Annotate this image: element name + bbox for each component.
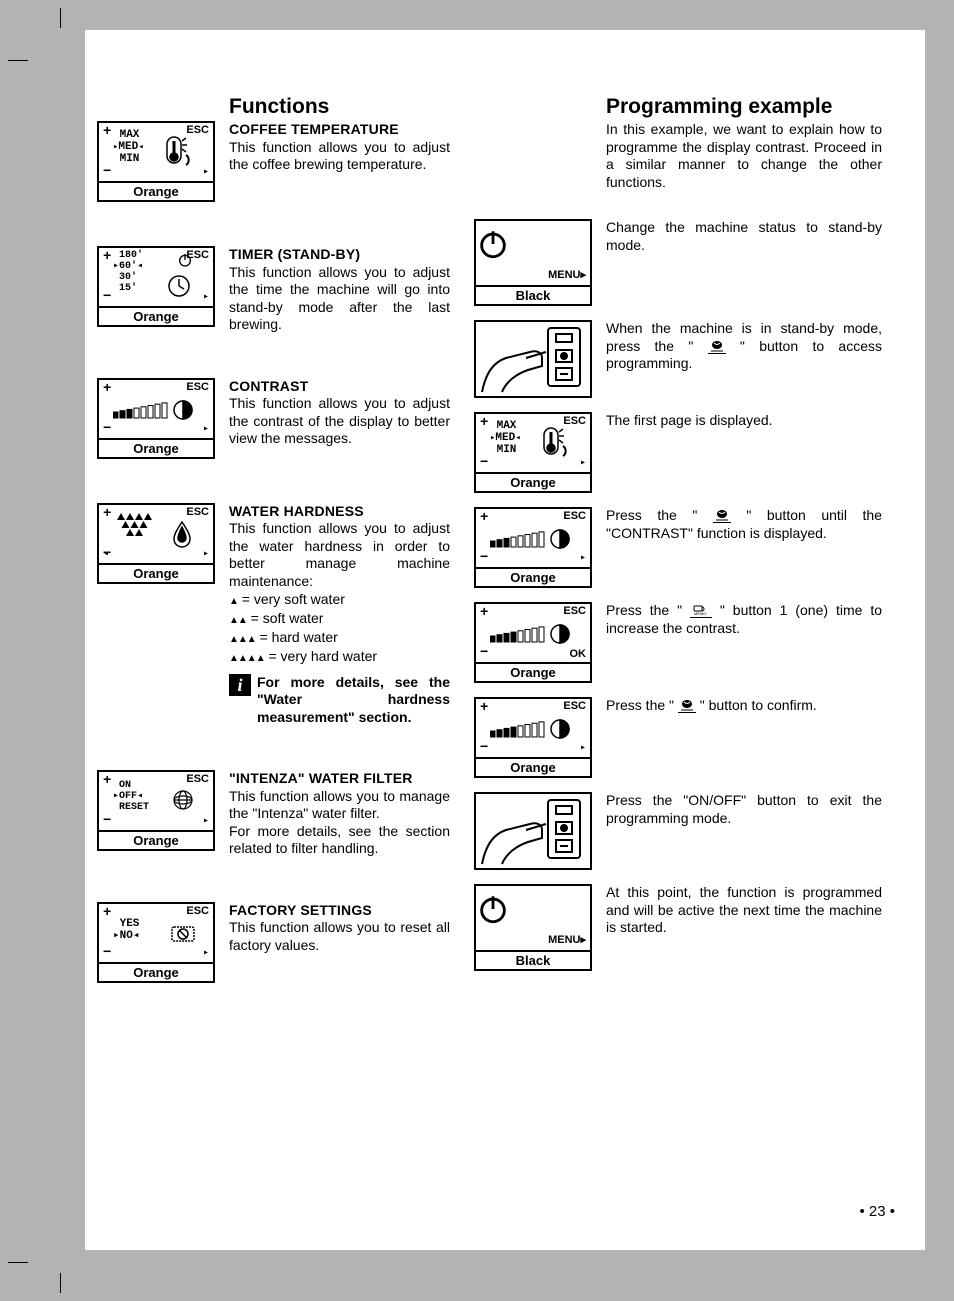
step-text: Press the "ON/OFF" button to exit the pr… <box>606 792 882 827</box>
step-text: Change the machine status to stand-by mo… <box>606 219 882 254</box>
function-item: +−ESC▸ 180'▸60'◂ 30' 15' Orange TIMER (S… <box>97 246 450 334</box>
left-column: Functions +−ESC▸ MAXMED MIN Orange COFFE… <box>85 30 470 985</box>
lcd-display: +−ESCOK Orange <box>474 602 592 683</box>
cup-memo-underline: MEMO <box>690 604 712 618</box>
programming-step: +−ESCOK Orange Press the " MEMO " button… <box>474 602 882 683</box>
bean-underline <box>708 340 726 354</box>
right-column: Programming example In this example, we … <box>470 30 910 985</box>
hand-press-illustration <box>474 320 592 398</box>
function-body: This function allows you to adjust the t… <box>229 264 450 334</box>
programming-step: +−ESC▸ MAXMED MIN Orange The first page … <box>474 412 882 493</box>
lcd-display: +−ESC▸ ON▸OFF◂ RESET Orange <box>97 770 215 851</box>
step-text: The first page is displayed. <box>606 412 882 430</box>
programming-step: MENU▸ Black Change the machine status to… <box>474 219 882 306</box>
step-text: Press the " MEMO " button 1 (one) time t… <box>606 602 882 637</box>
functions-heading: Functions <box>229 95 450 119</box>
svg-text:MEMO: MEMO <box>694 611 706 616</box>
function-title: TIMER (STAND-BY) <box>229 246 450 264</box>
bean-underline <box>713 509 731 523</box>
function-item: +−ESC▸ ON▸OFF◂ RESET Orange "INTENZA" WA… <box>97 770 450 858</box>
step-text: Press the " " button until the "CONTRAST… <box>606 507 882 542</box>
function-body: This function allows you to adjust the w… <box>229 520 450 590</box>
hand-press-illustration <box>474 792 592 870</box>
function-title: WATER HARDNESS <box>229 503 450 521</box>
programming-step: +−ESC▸ Orange Press the " " button until… <box>474 507 882 588</box>
function-title: CONTRAST <box>229 378 450 396</box>
lcd-display: +−ESC▸ Orange <box>474 697 592 778</box>
water-hardness-legend: ▲ = very soft water▲▲ = soft water▲▲▲ = … <box>229 590 450 666</box>
function-item: +−ESC▸ Orange CONTRAST This function all… <box>97 378 450 459</box>
lcd-display: +−ESC▸ YES▸NO◂ Orange <box>97 902 215 983</box>
programming-step: Press the "ON/OFF" button to exit the pr… <box>474 792 882 870</box>
step-text: Press the " " button to confirm. <box>606 697 882 715</box>
function-title: FACTORY SETTINGS <box>229 902 450 920</box>
page-number: • 23 • <box>859 1203 895 1220</box>
lcd-display: +−ESC▸ 180'▸60'◂ 30' 15' Orange <box>97 246 215 327</box>
programming-step: MENU▸ Black At this point, the function … <box>474 884 882 971</box>
function-body: This function allows you to manage the "… <box>229 788 450 858</box>
function-title: "INTENZA" WATER FILTER <box>229 770 450 788</box>
function-body: This function allows you to adjust the c… <box>229 139 450 174</box>
info-callout: i For more details, see the "Water hardn… <box>229 674 450 727</box>
step-text: When the machine is in stand-by mode, pr… <box>606 320 882 373</box>
lcd-display: +−ESC▸ Orange <box>97 378 215 459</box>
function-item: +−ESC▸◂ Orange WATER HARDNESS This funct… <box>97 503 450 727</box>
lcd-display: +−ESC▸ MAXMED MIN Orange <box>474 412 592 493</box>
function-title: COFFEE TEMPERATURE <box>229 121 450 139</box>
step-text: At this point, the function is programme… <box>606 884 882 937</box>
lcd-display: MENU▸ Black <box>474 219 592 306</box>
function-item: +−ESC▸ MAXMED MIN Orange COFFEE TEMPERAT… <box>97 121 450 202</box>
function-body: This function allows you to adjust the c… <box>229 395 450 448</box>
programming-intro: In this example, we want to explain how … <box>606 121 882 191</box>
info-icon: i <box>229 674 251 696</box>
manual-page: Functions +−ESC▸ MAXMED MIN Orange COFFE… <box>85 30 925 1250</box>
programming-step: +−ESC▸ Orange Press the " " button to co… <box>474 697 882 778</box>
programming-step: When the machine is in stand-by mode, pr… <box>474 320 882 398</box>
lcd-display: +−ESC▸ Orange <box>474 507 592 588</box>
lcd-display: MENU▸ Black <box>474 884 592 971</box>
programming-heading: Programming example <box>606 95 882 119</box>
function-body: This function allows you to reset all fa… <box>229 919 450 954</box>
lcd-display: +−ESC▸ MAXMED MIN Orange <box>97 121 215 202</box>
function-item: +−ESC▸ YES▸NO◂ Orange FACTORY SETTINGS T… <box>97 902 450 983</box>
lcd-display: +−ESC▸◂ Orange <box>97 503 215 584</box>
bean-underline <box>678 699 696 713</box>
